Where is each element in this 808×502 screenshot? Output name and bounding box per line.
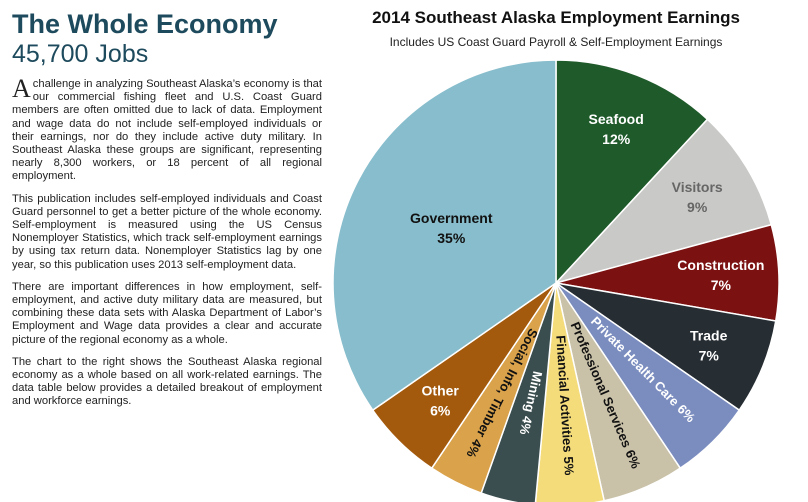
pie-slice — [555, 59, 709, 285]
slice-value: 9% — [687, 199, 708, 215]
slice-value: 6% — [430, 402, 451, 418]
slice-label: Financial Activities 5% — [553, 335, 577, 476]
chart-title: 2014 Southeast Alaska Employment Earning… — [372, 8, 740, 27]
slice-category: Construction — [677, 257, 764, 273]
slice-value: 7% — [711, 277, 732, 293]
slice-value: 7% — [699, 347, 720, 363]
slice-category: Seafood — [589, 111, 644, 127]
slice-value: 12% — [602, 131, 631, 147]
pie-slice — [553, 118, 773, 285]
slice-category: Trade — [690, 327, 728, 343]
pie-slice — [534, 282, 606, 502]
paragraph: This publication includes self-employed … — [12, 192, 322, 271]
chart-subtitle: Includes US Coast Guard Payroll & Self-E… — [390, 35, 723, 49]
paragraph: There are important differences in how e… — [12, 280, 322, 346]
slice-value: 4% — [516, 415, 535, 437]
slice-value: 35% — [437, 230, 466, 246]
page-title: The Whole Economy — [12, 9, 278, 39]
pie-slice — [332, 59, 557, 412]
text-column: The Whole Economy 45,700 Jobs A challeng… — [12, 8, 322, 418]
paragraph: A challenge in analyzing Southeast Alask… — [12, 74, 322, 183]
slice-value: 6% — [622, 448, 643, 472]
slice-value: 5% — [560, 456, 576, 476]
slice-category: Financial Activities — [553, 335, 575, 453]
slice-category: Visitors — [672, 179, 723, 195]
page-subtitle: 45,700 Jobs — [12, 40, 149, 68]
slice-category: Other — [422, 382, 460, 398]
paragraph: The chart to the right shows the Southea… — [12, 355, 322, 408]
slice-category: Government — [410, 210, 493, 226]
